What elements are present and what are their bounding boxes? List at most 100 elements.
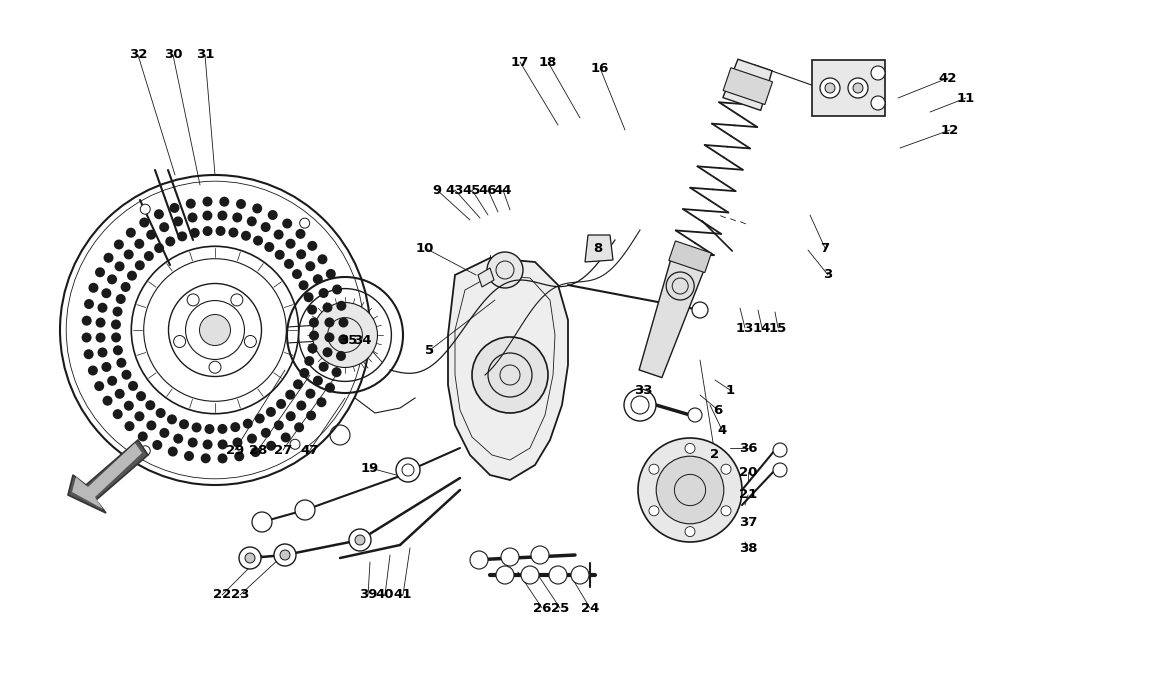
Text: 6: 6 — [713, 404, 722, 417]
Polygon shape — [669, 241, 712, 273]
Circle shape — [154, 243, 164, 253]
Circle shape — [113, 409, 123, 419]
Circle shape — [121, 282, 131, 292]
Text: 36: 36 — [738, 441, 757, 454]
Circle shape — [325, 382, 335, 393]
Text: 40: 40 — [376, 589, 394, 602]
Text: 29: 29 — [225, 443, 244, 456]
Circle shape — [307, 344, 317, 353]
Circle shape — [294, 422, 304, 432]
Circle shape — [113, 346, 123, 355]
Circle shape — [825, 83, 835, 93]
Text: 32: 32 — [129, 48, 147, 61]
Circle shape — [305, 356, 314, 366]
Circle shape — [139, 217, 150, 227]
Circle shape — [773, 463, 787, 477]
Circle shape — [87, 365, 98, 376]
Circle shape — [201, 454, 210, 463]
Circle shape — [95, 318, 106, 328]
Circle shape — [217, 210, 228, 221]
Circle shape — [319, 362, 329, 372]
Circle shape — [82, 333, 92, 342]
Circle shape — [820, 78, 840, 98]
Circle shape — [136, 391, 146, 401]
Circle shape — [276, 399, 286, 409]
Circle shape — [285, 238, 296, 249]
Text: 31: 31 — [196, 48, 214, 61]
Circle shape — [255, 413, 264, 423]
Circle shape — [146, 229, 156, 240]
Circle shape — [229, 227, 238, 238]
Text: 28: 28 — [248, 443, 267, 456]
Circle shape — [322, 347, 332, 357]
Text: 39: 39 — [359, 589, 377, 602]
Circle shape — [266, 441, 276, 451]
Circle shape — [187, 294, 199, 306]
Circle shape — [355, 535, 365, 545]
Circle shape — [304, 292, 314, 302]
Polygon shape — [585, 235, 613, 262]
Circle shape — [336, 351, 346, 361]
Text: 13: 13 — [736, 322, 754, 335]
Polygon shape — [448, 258, 568, 480]
Circle shape — [114, 240, 124, 249]
Circle shape — [135, 411, 145, 421]
Text: 12: 12 — [941, 124, 959, 137]
Circle shape — [187, 212, 198, 223]
Circle shape — [319, 288, 329, 298]
Circle shape — [98, 303, 107, 313]
Circle shape — [306, 389, 315, 399]
Circle shape — [309, 331, 319, 341]
Text: 5: 5 — [426, 344, 435, 357]
Circle shape — [297, 400, 306, 410]
Circle shape — [470, 551, 488, 569]
Polygon shape — [812, 60, 886, 116]
Circle shape — [486, 252, 523, 288]
Circle shape — [297, 249, 306, 260]
Circle shape — [113, 307, 123, 317]
Circle shape — [396, 458, 420, 482]
Circle shape — [98, 348, 107, 357]
Circle shape — [313, 376, 323, 386]
Circle shape — [174, 434, 183, 444]
Circle shape — [95, 267, 105, 277]
Circle shape — [126, 270, 137, 281]
Circle shape — [472, 337, 549, 413]
Circle shape — [247, 217, 256, 226]
Circle shape — [202, 197, 213, 206]
Circle shape — [296, 229, 306, 239]
Circle shape — [95, 333, 106, 343]
Circle shape — [290, 439, 300, 449]
Circle shape — [309, 318, 319, 328]
Circle shape — [125, 227, 136, 238]
Text: 11: 11 — [957, 92, 975, 104]
Text: 24: 24 — [581, 602, 599, 615]
Circle shape — [167, 415, 177, 424]
Circle shape — [209, 361, 221, 373]
Circle shape — [305, 261, 315, 271]
Text: 41: 41 — [393, 589, 412, 602]
Circle shape — [274, 544, 296, 566]
Circle shape — [140, 446, 151, 456]
Text: 33: 33 — [634, 383, 652, 397]
Circle shape — [688, 408, 702, 422]
Circle shape — [264, 242, 275, 252]
Circle shape — [155, 408, 166, 418]
Text: 2: 2 — [711, 449, 720, 462]
Text: 8: 8 — [593, 242, 603, 255]
Circle shape — [168, 447, 178, 456]
Circle shape — [220, 197, 229, 207]
Circle shape — [152, 440, 162, 450]
Circle shape — [172, 217, 183, 227]
Circle shape — [145, 400, 155, 410]
Polygon shape — [723, 68, 773, 104]
Text: 20: 20 — [738, 466, 757, 479]
Text: 47: 47 — [301, 443, 320, 456]
Circle shape — [202, 439, 213, 449]
Circle shape — [268, 210, 277, 220]
Circle shape — [285, 390, 296, 400]
Circle shape — [128, 381, 138, 391]
Text: 1: 1 — [726, 383, 735, 397]
Circle shape — [184, 451, 194, 461]
Circle shape — [231, 294, 243, 306]
